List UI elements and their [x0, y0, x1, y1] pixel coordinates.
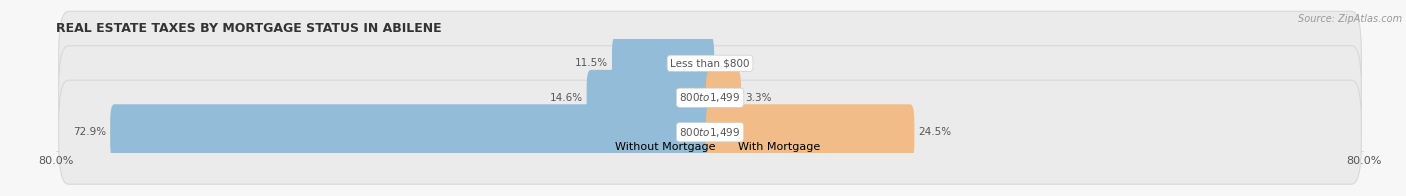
FancyBboxPatch shape — [706, 70, 741, 126]
FancyBboxPatch shape — [59, 80, 1361, 184]
Legend: Without Mortgage, With Mortgage: Without Mortgage, With Mortgage — [595, 137, 825, 156]
Text: 24.5%: 24.5% — [918, 127, 952, 137]
FancyBboxPatch shape — [612, 35, 714, 91]
FancyBboxPatch shape — [59, 46, 1361, 150]
Text: 3.3%: 3.3% — [745, 93, 772, 103]
FancyBboxPatch shape — [586, 70, 714, 126]
Text: 72.9%: 72.9% — [73, 127, 105, 137]
Text: 11.5%: 11.5% — [575, 58, 607, 68]
Text: $800 to $1,499: $800 to $1,499 — [679, 126, 741, 139]
FancyBboxPatch shape — [59, 11, 1361, 115]
Text: REAL ESTATE TAXES BY MORTGAGE STATUS IN ABILENE: REAL ESTATE TAXES BY MORTGAGE STATUS IN … — [56, 22, 441, 35]
Text: 0.0%: 0.0% — [723, 58, 748, 68]
Text: Less than $800: Less than $800 — [671, 58, 749, 68]
Text: 14.6%: 14.6% — [550, 93, 582, 103]
FancyBboxPatch shape — [706, 104, 914, 160]
Text: $800 to $1,499: $800 to $1,499 — [679, 91, 741, 104]
Text: Source: ZipAtlas.com: Source: ZipAtlas.com — [1298, 14, 1402, 24]
FancyBboxPatch shape — [110, 104, 714, 160]
